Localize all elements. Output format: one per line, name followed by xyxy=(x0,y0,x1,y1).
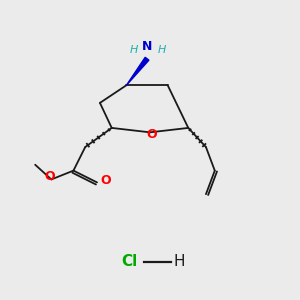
Text: H: H xyxy=(130,46,138,56)
Polygon shape xyxy=(126,57,149,85)
Text: O: O xyxy=(100,174,111,188)
Text: N: N xyxy=(142,40,152,53)
Text: H: H xyxy=(174,254,185,269)
Text: O: O xyxy=(146,128,157,141)
Text: O: O xyxy=(45,170,55,183)
Text: H: H xyxy=(158,46,166,56)
Text: Cl: Cl xyxy=(121,254,137,269)
